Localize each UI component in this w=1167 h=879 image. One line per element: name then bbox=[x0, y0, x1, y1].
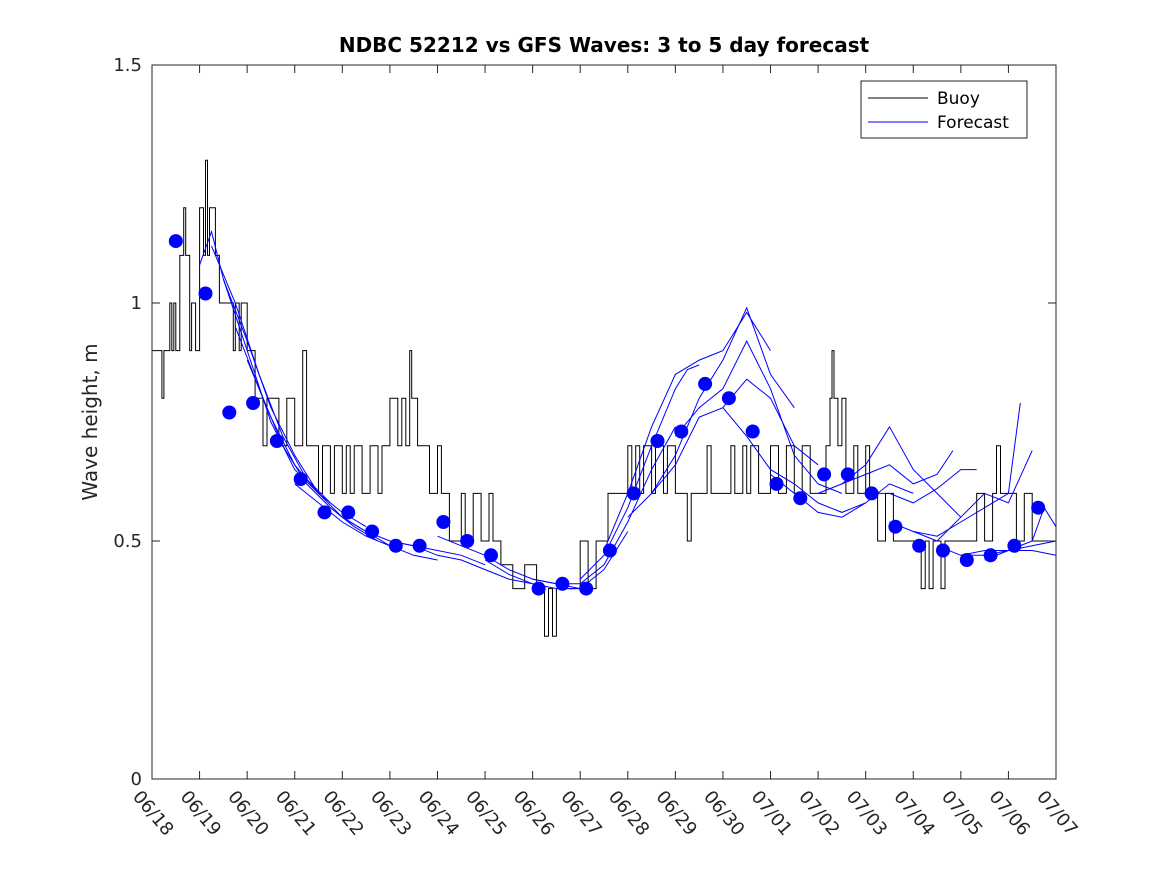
forecast-marker-10 bbox=[388, 538, 403, 553]
forecast-marker-14 bbox=[484, 548, 498, 563]
forecast-line-14 bbox=[627, 306, 795, 518]
buoy-line bbox=[152, 159, 1056, 637]
y-axis-label: Wave height, m bbox=[78, 343, 102, 500]
forecast-marker-4 bbox=[246, 396, 261, 410]
forecast-marker-20 bbox=[650, 434, 665, 448]
forecast-marker-1 bbox=[168, 234, 183, 249]
plot-area bbox=[152, 65, 1056, 779]
forecast-marker-11 bbox=[412, 538, 427, 553]
forecast-line-10 bbox=[484, 531, 629, 590]
forecast-line-16 bbox=[675, 339, 843, 494]
forecast-marker-33 bbox=[959, 553, 974, 567]
forecast-marker-9 bbox=[365, 524, 380, 539]
forecast-line-17 bbox=[722, 407, 866, 513]
forecast-line-21 bbox=[865, 469, 977, 504]
forecast-marker-8 bbox=[341, 505, 356, 520]
forecast-marker-26 bbox=[793, 491, 808, 506]
forecast-line-26 bbox=[984, 506, 1057, 561]
forecast-marker-27 bbox=[817, 467, 832, 482]
buoy-series-layer bbox=[152, 159, 1056, 637]
forecast-marker-32 bbox=[936, 543, 950, 558]
forecast-line-13 bbox=[603, 311, 771, 551]
forecast-marker-13 bbox=[460, 534, 475, 548]
forecast-marker-15 bbox=[531, 581, 546, 596]
plot-frame bbox=[151, 64, 1057, 780]
forecast-marker-35 bbox=[1007, 538, 1022, 553]
forecast-line-23 bbox=[913, 402, 1021, 537]
y-tick-label: 1 bbox=[131, 293, 142, 314]
legend-box bbox=[860, 80, 1028, 139]
forecast-marker-7 bbox=[317, 505, 332, 520]
y-tick-label: 1.5 bbox=[113, 55, 142, 76]
forecast-line-1 bbox=[199, 229, 319, 494]
forecast-line-15 bbox=[651, 378, 819, 494]
forecast-marker-21 bbox=[674, 424, 689, 439]
forecast-marker-28 bbox=[840, 467, 855, 482]
forecast-line-18 bbox=[770, 474, 914, 518]
forecast-marker-5 bbox=[269, 434, 284, 448]
forecast-marker-31 bbox=[912, 538, 927, 553]
y-tick-label: 0.5 bbox=[113, 531, 142, 552]
y-tick-label: 0 bbox=[131, 769, 142, 790]
forecast-marker-30 bbox=[888, 519, 903, 534]
forecast-marker-6 bbox=[293, 472, 308, 487]
forecast-marker-23 bbox=[721, 391, 736, 406]
forecast-marker-24 bbox=[745, 424, 760, 439]
forecast-marker-2 bbox=[198, 286, 213, 301]
forecast-marker-18 bbox=[602, 543, 617, 558]
forecast-markers-layer bbox=[168, 234, 1046, 596]
forecast-marker-22 bbox=[698, 376, 713, 391]
forecast-marker-3 bbox=[222, 405, 237, 420]
legend-forecast-label: Forecast bbox=[937, 113, 1009, 133]
legend-buoy-label: Buoy bbox=[937, 89, 980, 109]
forecast-marker-36 bbox=[1031, 500, 1046, 515]
forecast-line-20 bbox=[841, 450, 954, 485]
forecast-marker-12 bbox=[436, 515, 451, 529]
forecast-marker-16 bbox=[555, 576, 570, 591]
forecast-marker-25 bbox=[769, 476, 784, 491]
forecast-line-12 bbox=[579, 364, 700, 580]
legend: Buoy Forecast bbox=[860, 80, 1028, 139]
forecast-marker-29 bbox=[864, 486, 879, 501]
forecast-line-6 bbox=[294, 483, 438, 561]
forecast-marker-34 bbox=[983, 548, 998, 563]
forecast-marker-19 bbox=[626, 486, 641, 501]
forecast-line-2 bbox=[211, 245, 331, 504]
chart-title: NDBC 52212 vs GFS Waves: 3 to 5 day fore… bbox=[339, 33, 870, 57]
forecast-marker-17 bbox=[579, 581, 594, 596]
